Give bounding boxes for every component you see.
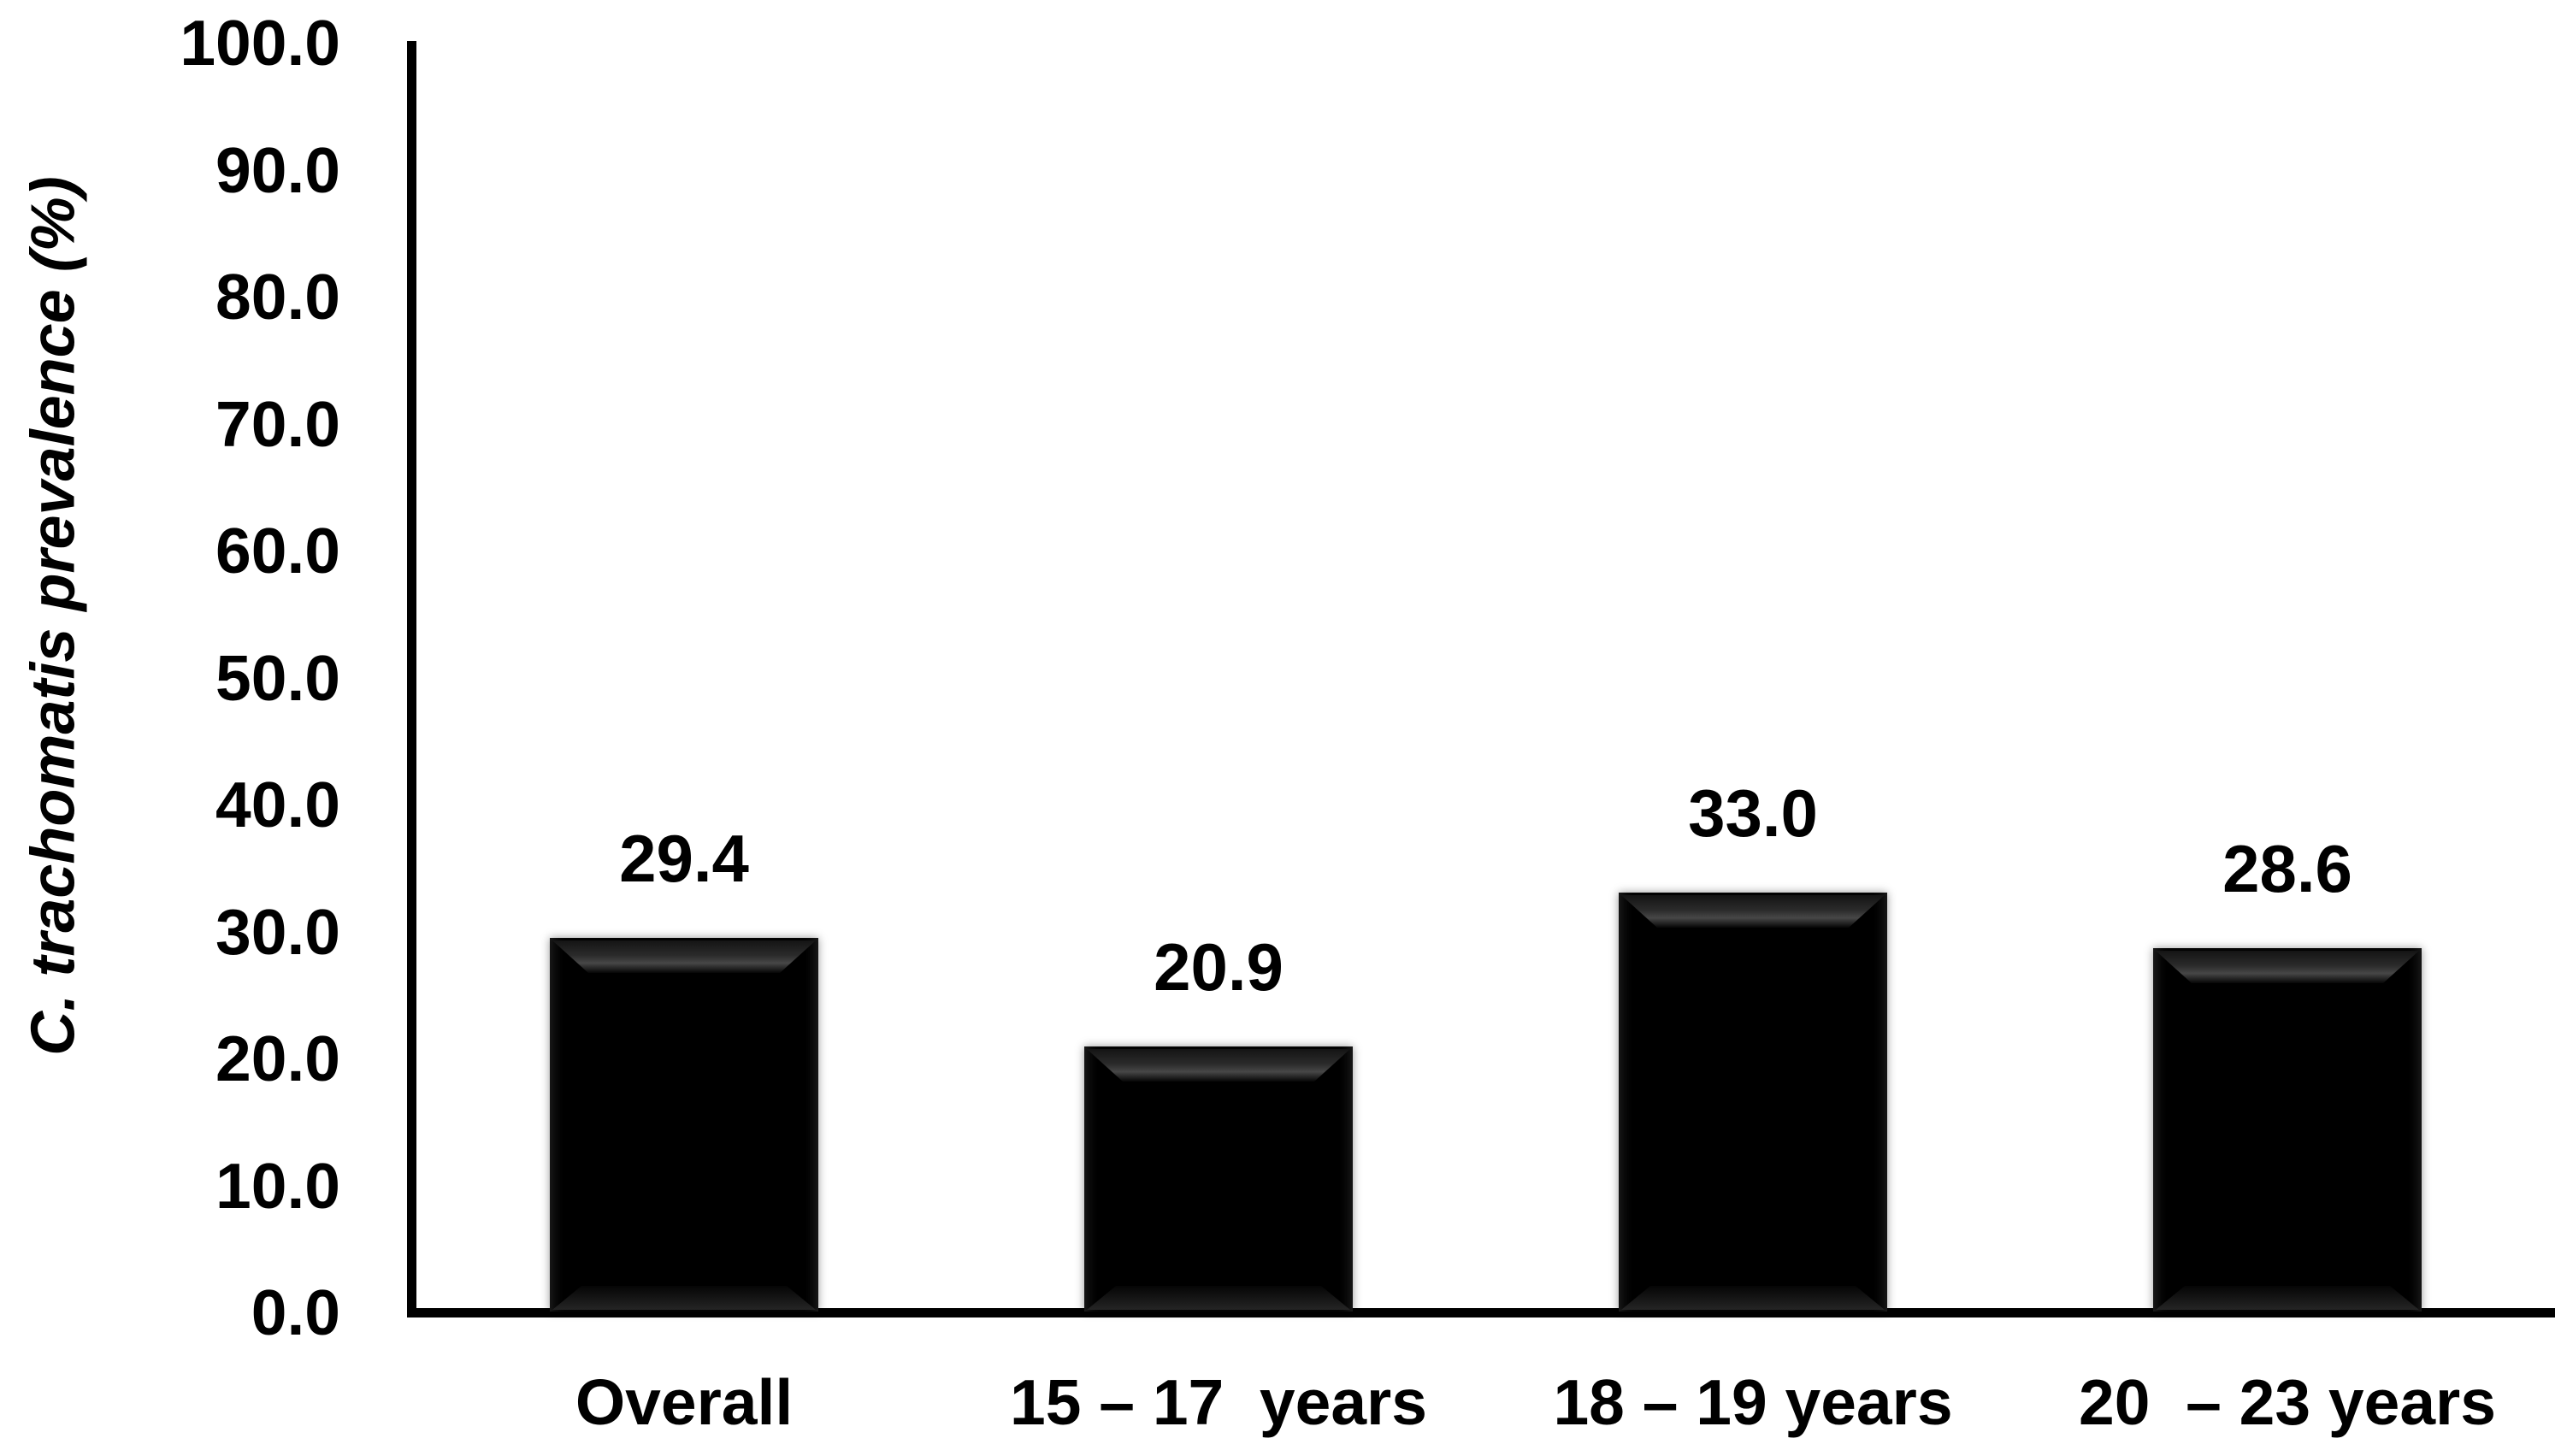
y-tick-label: 20.0 — [215, 1023, 340, 1094]
bar-value-label: 29.4 — [619, 821, 749, 896]
bar-value-label: 28.6 — [2222, 831, 2352, 906]
x-category-label: 18 – 19 years — [1553, 1366, 1953, 1438]
bar-value-label: 33.0 — [1688, 775, 1818, 851]
y-tick-label: 40.0 — [215, 769, 340, 840]
x-category-label: 15 – 17 years — [1010, 1366, 1427, 1438]
y-tick-label: 50.0 — [215, 641, 340, 714]
bar — [550, 938, 818, 1312]
bar — [2153, 948, 2422, 1312]
x-category-label: 20 – 23 years — [2079, 1366, 2496, 1438]
y-tick-label: 30.0 — [215, 895, 340, 968]
y-tick-label: 90.0 — [215, 133, 340, 206]
y-tick-label: 80.0 — [215, 261, 340, 333]
x-category-label: Overall — [575, 1366, 794, 1438]
y-axis-line — [407, 41, 416, 1317]
y-tick-label: 10.0 — [215, 1149, 340, 1222]
bar — [1619, 893, 1887, 1312]
y-tick-label: 70.0 — [215, 387, 340, 460]
y-tick-label: 60.0 — [215, 515, 340, 587]
x-axis-line — [407, 1308, 2555, 1317]
y-tick-label: 100.0 — [180, 7, 340, 79]
y-tick-label: 0.0 — [251, 1276, 340, 1348]
bar — [1084, 1046, 1353, 1312]
bar-value-label: 20.9 — [1154, 929, 1284, 1005]
